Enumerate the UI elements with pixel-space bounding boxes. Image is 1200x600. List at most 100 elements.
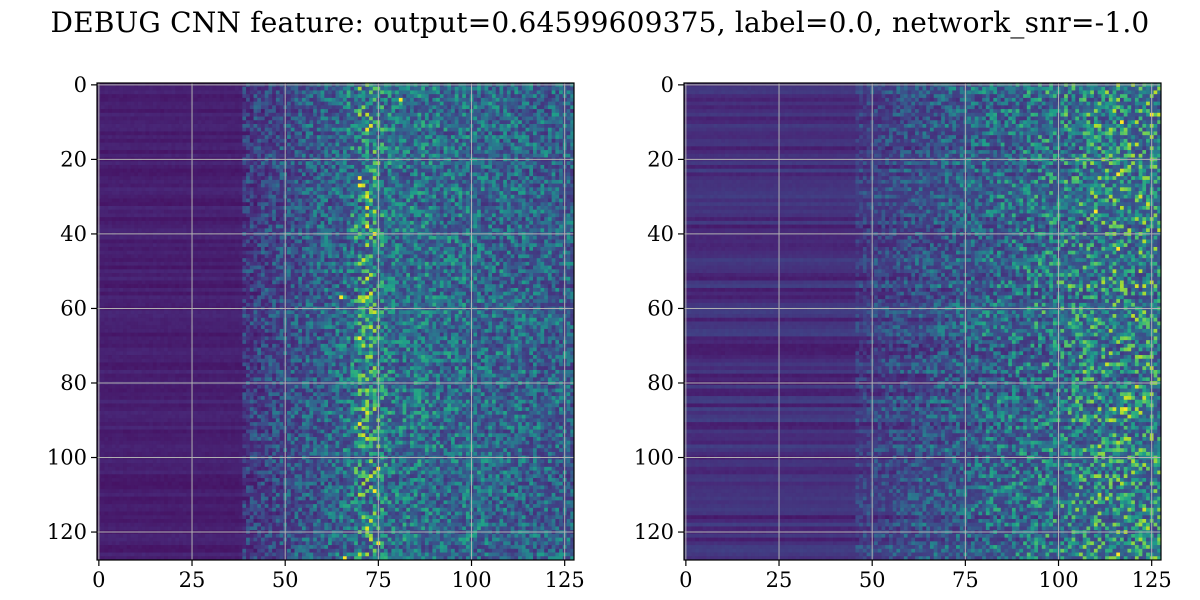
heatmap-cell <box>399 102 403 106</box>
heatmap-cell <box>421 113 425 117</box>
heatmap-cell <box>160 102 164 106</box>
heatmap-cell <box>160 113 164 117</box>
heatmap-cell <box>127 113 131 117</box>
heatmap-cell <box>242 109 246 113</box>
heatmap-cell <box>514 105 518 109</box>
heatmap-cell <box>488 105 492 109</box>
heatmap-cell <box>336 117 340 121</box>
heatmap-cell <box>131 94 135 98</box>
heatmap-cell <box>458 87 462 91</box>
heatmap-cell <box>164 98 168 102</box>
heatmap-cell <box>235 117 239 121</box>
heatmap-cell <box>313 98 317 102</box>
heatmap-cell <box>194 87 198 91</box>
heatmap-cell <box>417 102 421 106</box>
heatmap-cell <box>145 117 149 121</box>
heatmap-cell <box>317 113 321 117</box>
heatmap-cell <box>425 98 429 102</box>
heatmap-cell <box>455 87 459 91</box>
heatmap-cell <box>339 113 343 117</box>
heatmap-cell <box>380 98 384 102</box>
heatmap-cell <box>149 117 153 121</box>
heatmap-cell <box>406 94 410 98</box>
heatmap-cell <box>250 98 254 102</box>
heatmap-cell <box>321 87 325 91</box>
heatmap-cell <box>380 87 384 91</box>
heatmap-cell <box>533 102 537 106</box>
heatmap-cell <box>302 117 306 121</box>
heatmap-cell <box>522 98 526 102</box>
heatmap-cell <box>183 109 187 113</box>
heatmap-cell <box>544 113 548 117</box>
heatmap-cell <box>555 98 559 102</box>
heatmap-cell <box>417 117 421 121</box>
heatmap-cell <box>149 87 153 91</box>
heatmap-cell <box>328 98 332 102</box>
heatmap-cell <box>503 87 507 91</box>
heatmap-cell <box>276 87 280 91</box>
heatmap-cell <box>429 90 433 94</box>
heatmap-cell <box>395 109 399 113</box>
heatmap-cell <box>280 117 284 121</box>
heatmap-cell <box>101 113 105 117</box>
heatmap-cell <box>164 105 168 109</box>
heatmap-cell <box>354 98 358 102</box>
heatmap-cell <box>440 109 444 113</box>
heatmap-cell <box>298 102 302 106</box>
heatmap-cell <box>134 98 138 102</box>
heatmap-cell <box>358 90 362 94</box>
heatmap-cell <box>127 87 131 91</box>
heatmap-cell <box>529 90 533 94</box>
heatmap-cell <box>104 94 108 98</box>
heatmap-cell <box>235 102 239 106</box>
heatmap-cells <box>97 83 574 560</box>
heatmap-cell <box>526 113 530 117</box>
heatmap-cell <box>242 90 246 94</box>
heatmap-cell <box>391 102 395 106</box>
heatmap-cell <box>224 98 228 102</box>
heatmap-cell <box>347 109 351 113</box>
heatmap-cell <box>101 98 105 102</box>
heatmap-cell <box>272 98 276 102</box>
heatmap-cell <box>384 113 388 117</box>
heatmap-cell <box>160 117 164 121</box>
heatmap-cell <box>254 102 258 106</box>
heatmap-cell <box>336 109 340 113</box>
heatmap-cell <box>395 117 399 121</box>
heatmap-cell <box>436 109 440 113</box>
heatmap-cell <box>354 87 358 91</box>
heatmap-cell <box>540 113 544 117</box>
heatmap-cell <box>227 102 231 106</box>
heatmap-cell <box>540 102 544 106</box>
heatmap-cell <box>410 94 414 98</box>
heatmap-cell <box>261 98 265 102</box>
heatmap-cell <box>365 109 369 113</box>
heatmap-cell <box>537 87 541 91</box>
heatmap-cell <box>518 105 522 109</box>
heatmap-cell <box>358 87 362 91</box>
heatmap-cell <box>172 87 176 91</box>
heatmap-cell <box>485 94 489 98</box>
heatmap-cell <box>216 109 220 113</box>
heatmap-cell <box>291 102 295 106</box>
heatmap-cell <box>164 87 168 91</box>
heatmap-cell <box>309 102 313 106</box>
heatmap-cell <box>388 105 392 109</box>
heatmap-cell <box>477 113 481 117</box>
heatmap-cell <box>209 105 213 109</box>
heatmap-cell <box>157 90 161 94</box>
heatmap-cell <box>555 113 559 117</box>
heatmap-cell <box>399 109 403 113</box>
heatmap-cell <box>332 117 336 121</box>
heatmap-cell <box>257 98 261 102</box>
heatmap-cell <box>172 102 176 106</box>
heatmap-cell <box>350 98 354 102</box>
heatmap-cell <box>328 117 332 121</box>
heatmap-cell <box>548 109 552 113</box>
heatmap-cell <box>403 113 407 117</box>
heatmap-cell <box>183 102 187 106</box>
heatmap-cell <box>507 105 511 109</box>
heatmap-cell <box>332 105 336 109</box>
heatmap-cell <box>451 94 455 98</box>
heatmap-cell <box>231 87 235 91</box>
